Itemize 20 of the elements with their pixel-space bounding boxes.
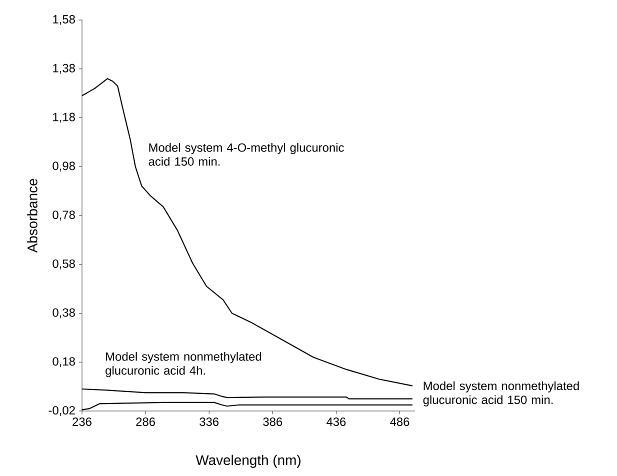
y-tick-label: 1,18 bbox=[53, 112, 75, 123]
y-tick-label: 1,58 bbox=[53, 15, 75, 25]
y-tick-label: 0,38 bbox=[52, 308, 75, 318]
series-label: Model system nonmethylated glucuronic acid 4h. bbox=[106, 352, 262, 378]
x-tick-label: 486 bbox=[390, 418, 410, 426]
y-tick-label: 0,98 bbox=[52, 162, 75, 172]
y-tick-label: 0,78 bbox=[52, 210, 75, 220]
x-tick-label: 286 bbox=[136, 418, 155, 426]
y-tick-label: -0,02 bbox=[48, 406, 75, 416]
x-axis-title: Wavelength (nm) bbox=[196, 454, 300, 468]
series-label: Model system nonmethylated glucuronic acid 150 min. bbox=[423, 381, 579, 406]
series-label: Model system 4-O-methyl glucuronic acid 150 min. bbox=[148, 143, 344, 166]
y-tick-label: 0,58 bbox=[52, 259, 75, 270]
x-tick-label: 336 bbox=[200, 418, 219, 426]
y-tick-label: 1,38 bbox=[53, 64, 75, 74]
x-tick-label: 436 bbox=[326, 418, 346, 426]
x-tick-label: 236 bbox=[72, 418, 92, 426]
y-axis-title: Absorbance bbox=[27, 178, 38, 253]
y-tick-label: 0,18 bbox=[52, 357, 75, 368]
x-tick-label: 386 bbox=[263, 418, 282, 426]
